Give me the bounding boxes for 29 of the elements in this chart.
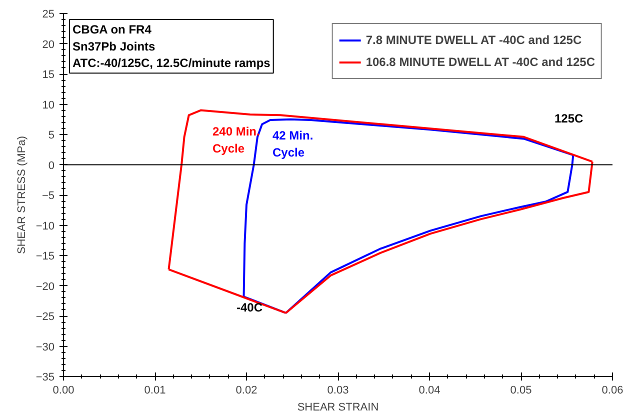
annotation: CBGA on FR4 Sn37Pb Joints ATC:-40/125C, 12.5C/minute ramps <box>72 22 271 70</box>
y-tick-label: −10 <box>36 220 55 232</box>
y-tick-label: −15 <box>36 250 55 262</box>
annotation: 240 Min. Cycle <box>212 124 260 156</box>
y-tick-label: 5 <box>48 130 55 142</box>
x-tick-label: 0.04 <box>418 384 440 396</box>
annotation: 125C <box>554 112 584 126</box>
legend-label: 106.8 MINUTE DWELL AT -40C and 125C <box>366 55 595 69</box>
x-tick-label: 0.06 <box>602 384 624 396</box>
y-tick-label: 10 <box>42 99 55 112</box>
y-tick-label: 25 <box>42 8 55 20</box>
y-tick-label: 20 <box>42 38 55 51</box>
x-tick-label: 0.00 <box>52 384 74 396</box>
x-tick-label: 0.05 <box>510 384 532 396</box>
y-axis-title: SHEAR STRESS (MPa) <box>16 136 28 254</box>
y-tick-label: −30 <box>36 341 55 354</box>
y-tick-label: −35 <box>36 372 55 384</box>
y-tick-label: 0 <box>48 160 55 172</box>
x-tick-label: 0.02 <box>236 384 258 396</box>
annotation: -40C <box>236 300 263 314</box>
x-tick-label: 0.03 <box>327 384 349 396</box>
x-axis-title: SHEAR STRAIN <box>297 402 379 414</box>
y-tick-label: −5 <box>42 190 55 202</box>
x-tick-label: 0.01 <box>144 384 166 396</box>
y-tick-label: 15 <box>42 69 55 81</box>
legend-label: 7.8 MINUTE DWELL AT -40C and 125C <box>366 33 582 47</box>
y-tick-label: −20 <box>36 280 55 293</box>
annotation: 42 Min. Cycle <box>272 128 314 160</box>
y-tick-label: −25 <box>36 311 55 323</box>
